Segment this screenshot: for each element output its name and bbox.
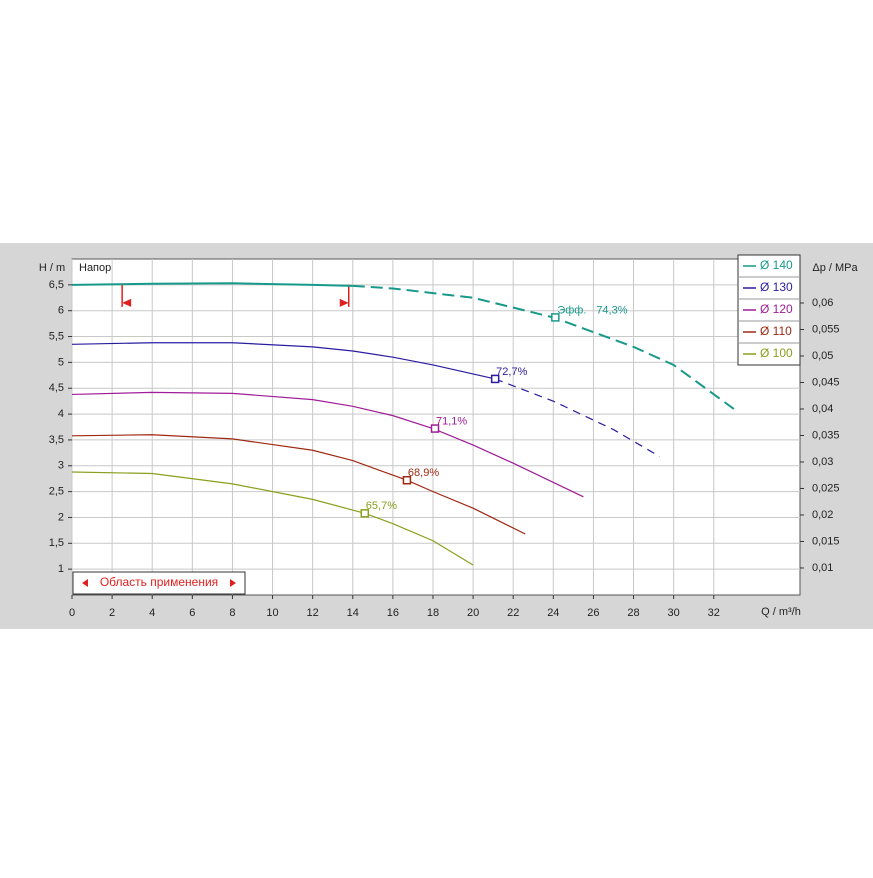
y2-tick-label: 0,015 xyxy=(812,535,840,547)
y-tick-label: 2,5 xyxy=(49,486,64,498)
range-marker-arrow xyxy=(122,298,132,307)
curve xyxy=(71,434,526,535)
y2-tick-label: 0,035 xyxy=(812,429,840,441)
y-tick-label: 6 xyxy=(58,305,64,317)
range-marker-arrow xyxy=(339,298,349,307)
y-tick-label: 4 xyxy=(58,408,64,420)
x-tick-label: 12 xyxy=(307,607,319,619)
y-axis-label: H / m xyxy=(39,262,65,274)
y-tick-label: 2 xyxy=(58,511,64,523)
efficiency-point xyxy=(430,424,440,433)
y2-axis-label: Δp / MPa xyxy=(812,262,858,274)
y2-tick-label: 0,025 xyxy=(812,482,840,494)
efficiency-point xyxy=(490,374,500,384)
legend-label: Ø 120 xyxy=(760,302,793,316)
x-tick-label: 24 xyxy=(547,607,559,619)
efficiency-label: 72,7% xyxy=(496,366,527,378)
efficiency-label: 74,3% xyxy=(596,304,627,316)
legend: Ø 140 Ø 130 Ø 120 Ø 110 Ø 100 xyxy=(737,254,801,366)
x-tick-label: 30 xyxy=(668,607,680,619)
x-tick-label: 18 xyxy=(427,607,439,619)
efficiency-point xyxy=(551,313,560,322)
curve xyxy=(494,378,660,457)
range-arrow xyxy=(230,579,236,587)
range-box xyxy=(72,571,246,595)
y2-tick-label: 0,06 xyxy=(812,297,833,309)
y-tick-label: 3 xyxy=(58,460,64,472)
efficiency-label: 65,7% xyxy=(366,500,397,512)
x-tick-label: 10 xyxy=(266,607,278,619)
legend-label: Ø 100 xyxy=(760,346,793,360)
y2-tick-label: 0,045 xyxy=(812,376,840,388)
x-tick-label: 26 xyxy=(587,607,599,619)
x-axis-label: Q / m³/h xyxy=(761,606,801,618)
x-tick-label: 2 xyxy=(109,607,115,619)
y2-tick-label: 0,05 xyxy=(812,350,833,362)
x-tick-label: 14 xyxy=(347,607,359,619)
efficiency-point xyxy=(402,475,412,485)
corner-label: Напор xyxy=(79,262,111,274)
legend-label: Ø 110 xyxy=(760,324,792,338)
curve xyxy=(71,342,496,380)
y-tick-label: 6,5 xyxy=(49,279,64,291)
range-arrow xyxy=(82,579,88,587)
y2-tick-label: 0,04 xyxy=(812,403,833,415)
x-tick-label: 28 xyxy=(627,607,639,619)
curve xyxy=(71,282,353,287)
x-tick-label: 32 xyxy=(708,607,720,619)
efficiency-point xyxy=(360,509,370,518)
y2-tick-label: 0,01 xyxy=(812,562,833,574)
legend-label: Ø 130 xyxy=(760,280,793,294)
efficiency-label: 71,1% xyxy=(436,415,467,427)
x-tick-label: 8 xyxy=(229,607,235,619)
y2-tick-label: 0,03 xyxy=(812,456,833,468)
efficiency-label: 68,9% xyxy=(408,467,439,479)
y-tick-label: 5 xyxy=(58,356,64,368)
efficiency-prefix: Эфф. xyxy=(557,304,586,316)
y-tick-label: 3,5 xyxy=(49,434,64,446)
x-tick-label: 6 xyxy=(189,607,195,619)
x-tick-label: 16 xyxy=(387,607,399,619)
marks xyxy=(71,282,735,566)
y-tick-label: 1,5 xyxy=(49,537,64,549)
y-tick-label: 4,5 xyxy=(49,382,64,394)
y-tick-label: 5,5 xyxy=(49,330,64,342)
legend-label: Ø 140 xyxy=(760,258,793,272)
x-tick-label: 20 xyxy=(467,607,479,619)
x-tick-label: 22 xyxy=(507,607,519,619)
y-tick-label: 1 xyxy=(58,563,64,575)
range-label: Область применения xyxy=(100,575,218,589)
grid xyxy=(68,259,804,599)
x-tick-label: 4 xyxy=(149,607,155,619)
y2-tick-label: 0,02 xyxy=(812,509,833,521)
y2-tick-label: 0,055 xyxy=(812,323,840,335)
curve xyxy=(71,471,474,566)
x-tick-label: 0 xyxy=(69,607,75,619)
curve xyxy=(71,391,584,498)
